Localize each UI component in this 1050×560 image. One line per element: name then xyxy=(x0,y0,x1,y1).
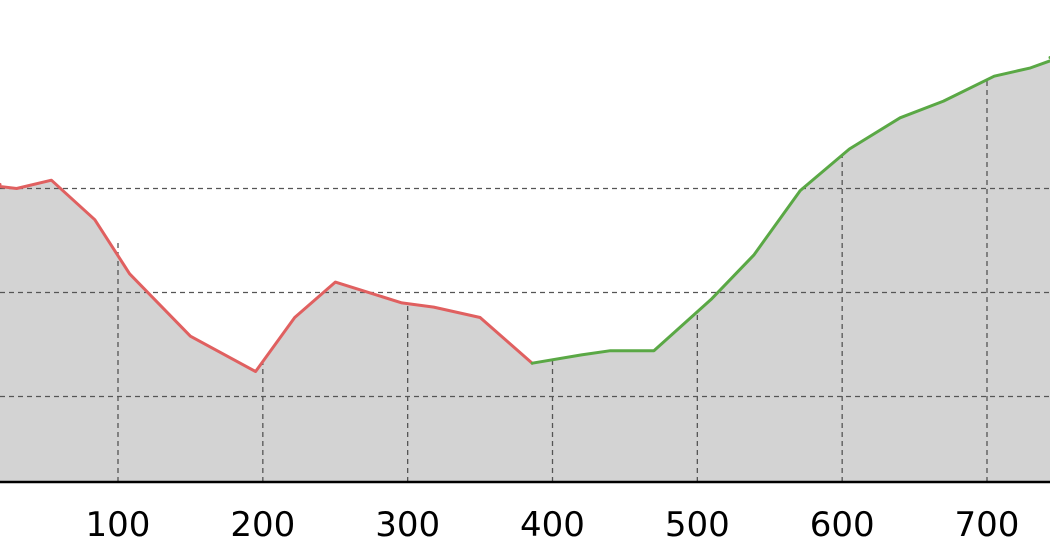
series-line xyxy=(0,178,534,373)
series-line xyxy=(530,56,1050,365)
area-fill xyxy=(0,57,1050,482)
x-tick-label: 400 xyxy=(520,505,585,545)
x-tick-labels: 100 200 300 400 500 600 700 xyxy=(86,505,1020,545)
x-tick-label: 100 xyxy=(86,505,151,545)
x-tick-label: 500 xyxy=(665,505,730,545)
grid-layer xyxy=(0,79,1050,482)
series-layer xyxy=(0,56,1050,373)
x-tick-label: 200 xyxy=(230,505,295,545)
x-tick-label: 600 xyxy=(810,505,875,545)
x-tick-label: 300 xyxy=(375,505,440,545)
area-fill-layer xyxy=(0,57,1050,482)
x-tick-label: 700 xyxy=(955,505,1020,545)
